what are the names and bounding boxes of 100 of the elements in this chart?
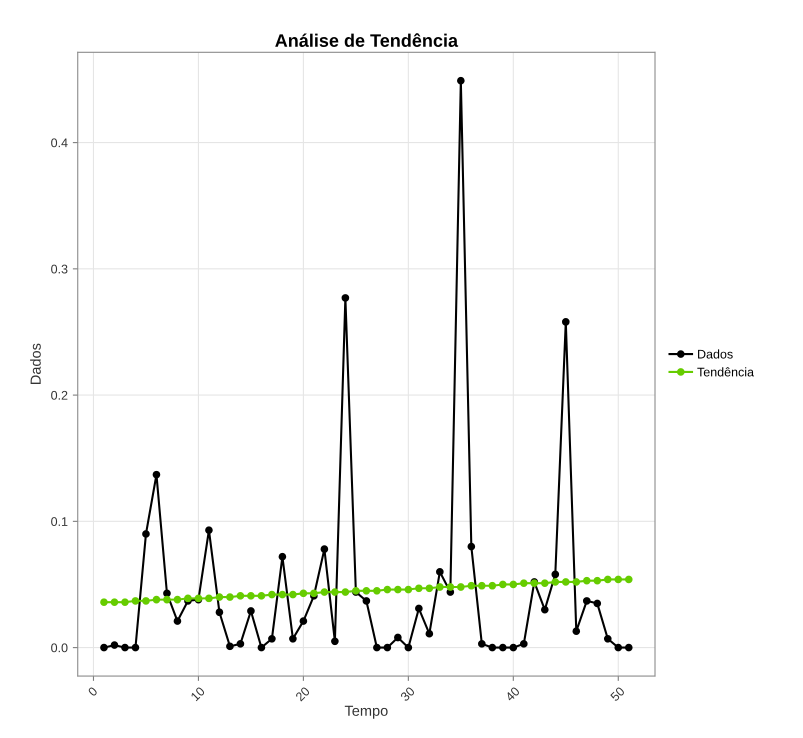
point <box>436 568 444 576</box>
point <box>331 637 339 646</box>
point <box>540 606 549 614</box>
point <box>498 644 507 652</box>
x-tick-label: 40 <box>504 686 520 702</box>
point <box>174 596 182 604</box>
point <box>457 583 465 591</box>
point <box>582 576 591 585</box>
point <box>384 644 392 652</box>
point <box>132 597 140 605</box>
point <box>152 596 160 604</box>
point <box>163 589 171 598</box>
point <box>394 586 402 594</box>
point <box>373 586 381 595</box>
point <box>593 576 602 585</box>
point <box>226 593 234 601</box>
point <box>226 642 234 650</box>
x-tick-label: 0 <box>87 686 98 697</box>
point <box>572 627 580 636</box>
point <box>152 470 160 478</box>
point <box>300 617 308 625</box>
point <box>142 530 150 538</box>
point <box>509 580 518 588</box>
point <box>163 596 171 604</box>
point <box>488 582 496 590</box>
point <box>362 586 370 595</box>
point <box>446 583 454 591</box>
point <box>278 552 286 561</box>
point <box>247 607 255 615</box>
point <box>582 597 591 605</box>
point <box>100 644 108 652</box>
point <box>247 592 255 600</box>
legend-label: Tendência <box>697 367 754 376</box>
point <box>236 592 244 600</box>
point <box>404 644 412 652</box>
y-tick-label: 0.1 <box>51 517 68 526</box>
point <box>362 597 370 605</box>
x-tick-label: 30 <box>400 686 416 702</box>
point <box>415 604 423 612</box>
point <box>478 582 486 590</box>
point <box>310 589 318 598</box>
point <box>184 594 192 602</box>
point <box>174 617 182 625</box>
y-axis-title: Dados <box>30 344 41 384</box>
point <box>593 600 602 608</box>
point <box>468 582 476 590</box>
legend-label: Dados <box>698 349 733 359</box>
point <box>562 578 570 586</box>
point <box>268 590 276 598</box>
point <box>415 584 423 592</box>
point <box>320 588 328 596</box>
point <box>258 592 266 600</box>
point <box>258 644 266 652</box>
point <box>624 644 633 652</box>
point <box>551 570 560 578</box>
point <box>540 579 549 588</box>
x-tick-label: 10 <box>190 686 206 702</box>
point <box>278 590 286 598</box>
point <box>289 590 297 598</box>
point <box>572 578 580 586</box>
point <box>520 579 528 588</box>
x-axis-title: Tempo <box>344 706 388 719</box>
point <box>404 586 412 594</box>
point <box>300 589 308 598</box>
point <box>100 598 108 606</box>
point <box>268 634 276 643</box>
y-tick-label: 0.3 <box>51 264 68 274</box>
y-tick-label: 0.0 <box>51 643 68 652</box>
y-tick-label: 0.2 <box>51 390 68 400</box>
point <box>394 634 402 642</box>
point <box>457 76 465 85</box>
point <box>604 634 612 643</box>
point <box>342 294 350 302</box>
point <box>498 580 507 588</box>
point <box>142 597 150 605</box>
point <box>373 644 381 652</box>
point <box>509 644 518 652</box>
point <box>205 594 213 602</box>
y-tick-label: 0.4 <box>51 138 68 148</box>
point <box>384 586 392 594</box>
x-tick-label: 50 <box>610 686 626 702</box>
point <box>110 641 118 649</box>
point <box>121 598 129 606</box>
x-tick-label: 20 <box>295 686 310 702</box>
point <box>520 640 528 648</box>
point <box>236 640 244 648</box>
point <box>614 644 622 652</box>
point <box>342 588 350 596</box>
chart-title: Análise de Tendência <box>275 33 458 47</box>
point <box>331 588 339 596</box>
point <box>132 644 140 652</box>
point <box>289 634 297 643</box>
point <box>320 545 328 553</box>
point <box>436 583 444 591</box>
point <box>478 640 486 648</box>
point <box>110 598 118 606</box>
point <box>468 542 476 550</box>
point <box>624 576 633 584</box>
point <box>562 318 570 326</box>
point <box>205 526 213 534</box>
